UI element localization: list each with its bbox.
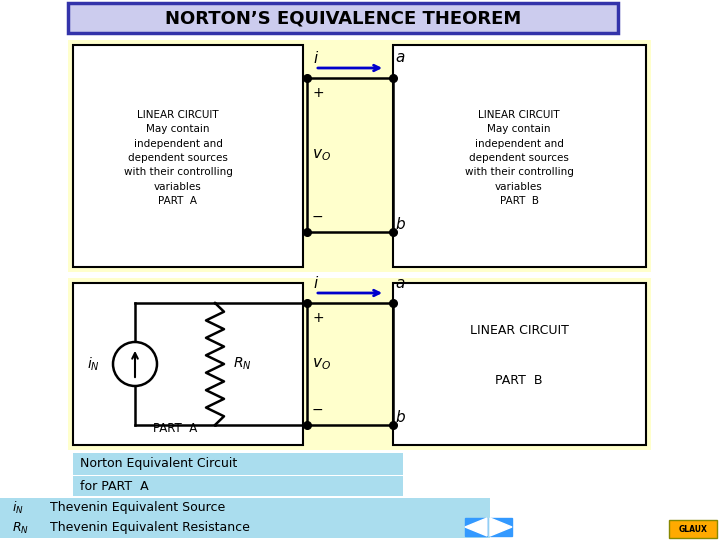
Text: NORTON’S EQUIVALENCE THEOREM: NORTON’S EQUIVALENCE THEOREM xyxy=(165,9,521,27)
Bar xyxy=(669,520,717,538)
Text: $i$: $i$ xyxy=(313,50,319,66)
Polygon shape xyxy=(490,518,512,536)
Bar xyxy=(465,518,487,536)
Text: $i_N$: $i_N$ xyxy=(86,355,99,373)
Text: $i_N$: $i_N$ xyxy=(12,500,24,516)
Text: LINEAR CIRCUIT

PART  B: LINEAR CIRCUIT PART B xyxy=(469,323,568,387)
Text: +: + xyxy=(312,86,323,100)
Polygon shape xyxy=(465,518,487,536)
Bar xyxy=(393,283,646,445)
Text: +: + xyxy=(312,311,323,325)
Bar xyxy=(73,45,303,267)
Text: for PART  A: for PART A xyxy=(80,480,148,492)
Text: LINEAR CIRCUIT
May contain
independent and
dependent sources
with their controll: LINEAR CIRCUIT May contain independent a… xyxy=(464,110,573,206)
Text: $v_O$: $v_O$ xyxy=(312,356,331,372)
Bar xyxy=(68,3,618,33)
Bar xyxy=(73,283,303,445)
Bar xyxy=(393,45,646,267)
Bar xyxy=(0,498,490,518)
Bar xyxy=(68,40,651,272)
Text: −: − xyxy=(312,210,323,224)
Text: $R_N$: $R_N$ xyxy=(233,356,252,372)
Text: PART  A: PART A xyxy=(153,422,197,435)
Text: $i$: $i$ xyxy=(313,275,319,291)
Circle shape xyxy=(113,342,157,386)
Text: Thevenin Equivalent Source: Thevenin Equivalent Source xyxy=(50,502,225,515)
Bar xyxy=(73,476,403,496)
Bar xyxy=(73,453,403,475)
Bar xyxy=(0,518,490,538)
Text: Thevenin Equivalent Resistance: Thevenin Equivalent Resistance xyxy=(50,522,250,535)
Bar xyxy=(490,518,512,536)
Text: $v_O$: $v_O$ xyxy=(312,147,331,163)
Text: $R_N$: $R_N$ xyxy=(12,521,29,536)
Bar xyxy=(68,278,651,450)
Text: $a$: $a$ xyxy=(395,51,405,65)
Text: $b$: $b$ xyxy=(395,216,406,232)
Text: $b$: $b$ xyxy=(395,409,406,425)
Bar xyxy=(303,278,393,450)
Text: −: − xyxy=(312,403,323,417)
Text: GLAUX: GLAUX xyxy=(678,524,708,534)
Bar xyxy=(303,40,393,272)
Text: LINEAR CIRCUIT
May contain
independent and
dependent sources
with their controll: LINEAR CIRCUIT May contain independent a… xyxy=(124,110,233,206)
Text: $a$: $a$ xyxy=(395,275,405,291)
Text: Norton Equivalent Circuit: Norton Equivalent Circuit xyxy=(80,457,238,470)
